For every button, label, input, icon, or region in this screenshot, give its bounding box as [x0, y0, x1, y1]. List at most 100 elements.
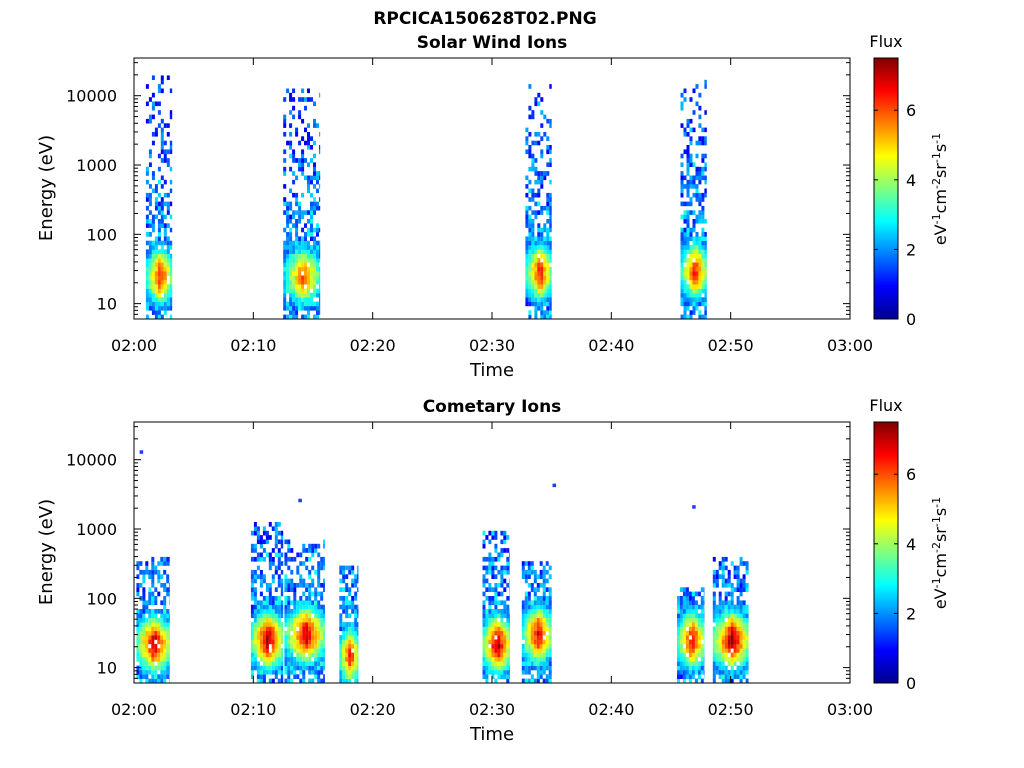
flux-cell [543, 275, 547, 281]
flux-cell [488, 609, 492, 614]
flux-cell [527, 613, 531, 619]
flux-cell [540, 275, 544, 281]
flux-cell [298, 214, 302, 220]
flux-cell [682, 626, 686, 632]
flux-cell [679, 600, 683, 606]
flux-cell [286, 275, 290, 281]
flux-cell [536, 661, 540, 666]
flux-cell [727, 626, 731, 632]
flux-cell [543, 114, 547, 120]
flux-cell [256, 617, 260, 623]
flux-cell [549, 279, 552, 285]
flux-cell [525, 240, 529, 246]
flux-cell [521, 569, 525, 575]
flux-cell [724, 639, 728, 645]
flux-cell [154, 262, 158, 268]
flux-cell [342, 639, 346, 645]
flux-cell [704, 305, 707, 311]
flux-cell [280, 652, 284, 658]
flux-cell [148, 149, 152, 155]
flux-cell [712, 678, 716, 684]
flux-cell [293, 583, 297, 588]
flux-cell [148, 192, 152, 198]
flux-cell [500, 591, 504, 597]
flux-cell [154, 609, 158, 614]
flux-cell [491, 656, 495, 662]
flux-cell [304, 245, 307, 250]
flux-cell [525, 140, 529, 146]
flux-cell [503, 674, 507, 679]
flux-cell [313, 266, 316, 272]
flux-cell [503, 670, 507, 675]
flux-cell [284, 609, 288, 614]
flux-cell [689, 127, 693, 133]
flux-cell [546, 310, 550, 315]
flux-cell [686, 284, 690, 289]
flux-cell [715, 617, 719, 623]
flux-cell [295, 201, 299, 207]
flux-cell [268, 670, 272, 675]
flux-cell [307, 179, 310, 185]
flux-cell [277, 530, 281, 536]
flux-cell [704, 275, 707, 281]
flux-cell [521, 648, 525, 653]
flux-cell [290, 665, 294, 671]
flux-cell [736, 583, 740, 588]
flux-cell [148, 609, 152, 614]
flux-cell [727, 674, 731, 679]
flux-cell [283, 279, 287, 285]
flux-cell [316, 201, 319, 207]
flux-cell [274, 535, 278, 540]
flux-cell [316, 301, 319, 307]
flux-cell [256, 613, 260, 619]
flux-cell [169, 609, 170, 614]
flux-cell [307, 292, 310, 298]
flux-cell [305, 635, 309, 640]
flux-cell [262, 613, 266, 619]
flux-cell [351, 622, 355, 627]
flux-cell [528, 153, 532, 159]
flux-cell [536, 617, 540, 623]
flux-cell [688, 617, 692, 623]
flux-cell [500, 656, 504, 662]
flux-cell [549, 240, 552, 246]
flux-cell [546, 210, 550, 215]
flux-cell [745, 569, 749, 575]
flux-cell [546, 288, 550, 294]
flux-cell [689, 249, 693, 254]
flux-cell [677, 652, 680, 658]
flux-cell [289, 110, 293, 115]
flux-cell [491, 626, 495, 632]
flux-cell [485, 670, 489, 675]
flux-cell [166, 635, 170, 640]
flux-cell [151, 596, 155, 601]
flux-cell [154, 626, 158, 632]
flux-cell [539, 574, 543, 579]
flux-cell [157, 305, 161, 311]
panel2-ylabel: Energy (eV) [36, 499, 57, 605]
flux-cell [497, 652, 501, 658]
flux-cell [169, 600, 170, 606]
flux-cell [509, 561, 510, 566]
flux-cell [313, 227, 316, 233]
flux-cell [679, 670, 683, 675]
flux-cell [316, 227, 319, 233]
flux-cell [157, 574, 161, 579]
flux-cell [160, 136, 164, 141]
flux-cell [316, 188, 319, 194]
flux-cell [317, 591, 321, 597]
flux-cell [695, 214, 699, 220]
x-tick-label: 02:40 [588, 700, 634, 719]
flux-cell [727, 639, 731, 645]
flux-cell [527, 565, 531, 571]
flux-cell [307, 245, 310, 250]
flux-cell [160, 617, 164, 623]
flux-cell [546, 305, 550, 311]
flux-cell [287, 652, 291, 658]
flux-cell [271, 643, 275, 649]
flux-cell [680, 258, 684, 263]
flux-cell [280, 539, 284, 545]
flux-cell [533, 596, 537, 601]
flux-cell [139, 630, 143, 636]
flux-cell [259, 639, 263, 645]
